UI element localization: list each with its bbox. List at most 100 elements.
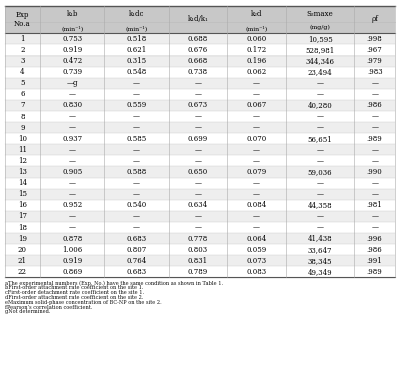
Text: 528,981: 528,981 — [306, 46, 335, 54]
Text: —: — — [371, 190, 378, 198]
Text: 0.518: 0.518 — [126, 35, 147, 43]
Text: .991: .991 — [367, 257, 382, 265]
Bar — [5, 122, 395, 133]
Text: —: — — [253, 190, 260, 198]
Text: —: — — [133, 90, 140, 98]
Text: .996: .996 — [367, 235, 382, 243]
Text: 0.830: 0.830 — [62, 101, 82, 110]
Text: 344,346: 344,346 — [306, 57, 334, 65]
Text: 0.585: 0.585 — [126, 135, 147, 143]
Text: 0.084: 0.084 — [246, 201, 267, 209]
Text: (mg/g): (mg/g) — [310, 25, 330, 30]
Text: 0.070: 0.070 — [246, 135, 267, 143]
Text: 13: 13 — [18, 168, 27, 176]
Text: —: — — [316, 146, 324, 154]
Text: gNot determined.: gNot determined. — [5, 309, 50, 314]
Text: —: — — [133, 212, 140, 221]
Text: —: — — [316, 179, 324, 187]
Text: 19: 19 — [18, 235, 27, 243]
Text: .983: .983 — [367, 68, 382, 76]
Text: ρf: ρf — [371, 16, 378, 23]
Bar — [5, 144, 395, 155]
Bar — [5, 67, 395, 78]
Bar — [5, 44, 395, 56]
Text: .989: .989 — [367, 135, 382, 143]
Text: —: — — [371, 212, 378, 221]
Text: k₂d: k₂d — [251, 10, 262, 18]
Text: —: — — [194, 212, 202, 221]
Text: 0.540: 0.540 — [126, 201, 147, 209]
Bar — [5, 211, 395, 222]
Text: —: — — [194, 90, 202, 98]
Text: 10,595: 10,595 — [308, 35, 332, 43]
Text: 5: 5 — [20, 79, 25, 87]
Text: 0.778: 0.778 — [188, 235, 208, 243]
Text: 41,438: 41,438 — [308, 235, 332, 243]
Text: —: — — [253, 179, 260, 187]
Text: —: — — [253, 112, 260, 121]
Text: —: — — [316, 223, 324, 232]
Text: 6: 6 — [20, 90, 25, 98]
Text: —: — — [371, 124, 378, 132]
Text: 0.548: 0.548 — [126, 68, 147, 76]
Text: 0.738: 0.738 — [188, 68, 208, 76]
Text: k₁dc: k₁dc — [129, 10, 144, 18]
Text: 0.621: 0.621 — [126, 46, 147, 54]
Text: cFirst-order detachment rate coefficient on the site 1.: cFirst-order detachment rate coefficient… — [5, 290, 144, 295]
Text: 56,651: 56,651 — [308, 135, 332, 143]
Bar — [5, 56, 395, 67]
Text: —: — — [194, 112, 202, 121]
Text: —: — — [194, 223, 202, 232]
Text: 3: 3 — [20, 57, 24, 65]
Text: 33,647: 33,647 — [308, 246, 332, 254]
Text: —: — — [371, 157, 378, 165]
Text: Exp
No.a: Exp No.a — [14, 11, 31, 28]
Bar — [5, 155, 395, 167]
Text: 15: 15 — [18, 190, 27, 198]
Text: .986: .986 — [367, 101, 382, 110]
Text: —: — — [316, 124, 324, 132]
Text: —: — — [253, 124, 260, 132]
Text: 0.650: 0.650 — [188, 168, 208, 176]
Text: —: — — [194, 79, 202, 87]
Text: —: — — [69, 124, 76, 132]
Text: 0.803: 0.803 — [188, 246, 208, 254]
Text: 2: 2 — [20, 46, 25, 54]
Text: 0.196: 0.196 — [246, 57, 267, 65]
Text: —: — — [253, 212, 260, 221]
Text: 12: 12 — [18, 157, 27, 165]
Bar — [5, 6, 395, 33]
Text: —: — — [194, 190, 202, 198]
Bar — [5, 133, 395, 144]
Text: 0.673: 0.673 — [188, 101, 208, 110]
Text: —: — — [253, 223, 260, 232]
Text: 0.683: 0.683 — [126, 268, 147, 276]
Text: —: — — [253, 157, 260, 165]
Text: 0.683: 0.683 — [126, 235, 147, 243]
Bar — [5, 178, 395, 189]
Text: 22: 22 — [18, 268, 27, 276]
Text: (min⁻¹): (min⁻¹) — [246, 25, 268, 31]
Text: 59,036: 59,036 — [308, 168, 332, 176]
Text: 0.937: 0.937 — [62, 135, 82, 143]
Text: 0.807: 0.807 — [126, 246, 147, 254]
Bar — [5, 222, 395, 233]
Text: 0.634: 0.634 — [188, 201, 208, 209]
Text: 0.064: 0.064 — [246, 235, 267, 243]
Text: 49,349: 49,349 — [308, 268, 332, 276]
Text: 0.067: 0.067 — [246, 101, 267, 110]
Text: .986: .986 — [367, 246, 382, 254]
Text: —: — — [69, 190, 76, 198]
Bar — [5, 189, 395, 200]
Text: —: — — [194, 157, 202, 165]
Text: —: — — [316, 79, 324, 87]
Text: —: — — [316, 112, 324, 121]
Text: —: — — [194, 124, 202, 132]
Text: 0.060: 0.060 — [246, 35, 267, 43]
Text: 0.062: 0.062 — [246, 68, 267, 76]
Text: 1: 1 — [20, 35, 25, 43]
Text: —: — — [316, 190, 324, 198]
Text: 10: 10 — [18, 135, 27, 143]
Text: —: — — [69, 212, 76, 221]
Text: —: — — [69, 90, 76, 98]
